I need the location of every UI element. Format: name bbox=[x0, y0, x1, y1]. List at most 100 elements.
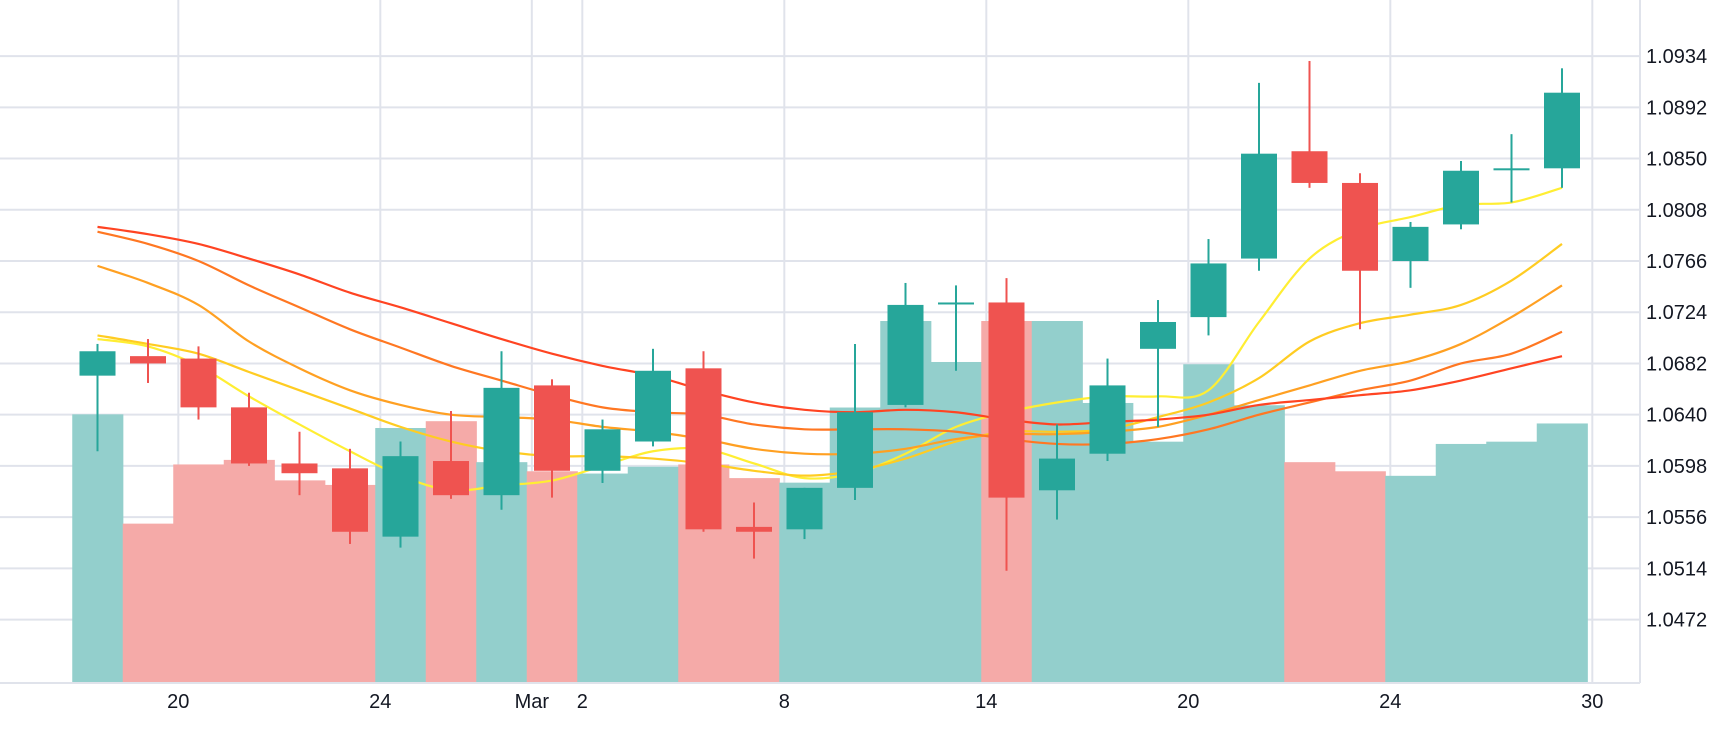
x-tick-label: 14 bbox=[975, 691, 997, 713]
volume-bar bbox=[72, 414, 124, 683]
candle-body bbox=[1544, 92, 1580, 169]
y-tick-label: 1.0682 bbox=[1646, 353, 1707, 375]
candle-body bbox=[837, 412, 873, 488]
candle-body bbox=[1140, 321, 1176, 349]
volume-bar bbox=[274, 480, 326, 683]
x-tick-label: 2 bbox=[577, 691, 588, 713]
candle bbox=[483, 351, 520, 510]
candle bbox=[1140, 300, 1176, 427]
candle bbox=[988, 278, 1025, 571]
volume-bar bbox=[122, 523, 174, 683]
candle-body bbox=[736, 526, 772, 532]
volume-bar bbox=[1132, 441, 1184, 683]
candle bbox=[1493, 134, 1530, 203]
moving-average-line bbox=[97, 264, 1563, 456]
candle-body bbox=[130, 356, 166, 364]
axes bbox=[0, 0, 1641, 684]
candle-body bbox=[332, 468, 368, 532]
candle bbox=[382, 441, 419, 548]
candle-body bbox=[887, 304, 924, 405]
y-tick-label: 1.0766 bbox=[1646, 251, 1707, 273]
volume-bar bbox=[1233, 405, 1285, 683]
candle-body bbox=[1493, 168, 1530, 171]
y-tick-label: 1.0892 bbox=[1646, 97, 1707, 119]
x-tick-label: 30 bbox=[1581, 691, 1603, 713]
candle-body bbox=[433, 461, 469, 496]
y-tick-label: 1.0598 bbox=[1646, 456, 1707, 478]
candle bbox=[786, 487, 823, 540]
candle-body bbox=[1443, 170, 1479, 225]
candle bbox=[1291, 60, 1328, 188]
candle-body bbox=[534, 385, 570, 471]
candle bbox=[231, 392, 267, 466]
volume-bars bbox=[72, 321, 1588, 683]
candle-body bbox=[685, 368, 722, 530]
y-tick-label: 1.0850 bbox=[1646, 149, 1707, 171]
x-tick-label: 20 bbox=[1177, 691, 1199, 713]
candle-body bbox=[231, 407, 267, 464]
candle bbox=[534, 379, 570, 498]
candle-body bbox=[988, 302, 1025, 498]
volume-bar bbox=[1334, 471, 1386, 683]
candle bbox=[938, 285, 974, 371]
candle-body bbox=[281, 463, 318, 474]
moving-average-line bbox=[97, 243, 1563, 477]
candle-body bbox=[1190, 263, 1227, 318]
x-tick-label: 24 bbox=[369, 691, 391, 713]
candle-body bbox=[1342, 182, 1378, 271]
candle bbox=[1190, 239, 1227, 336]
volume-bar bbox=[1385, 475, 1437, 683]
candle-body bbox=[1241, 153, 1277, 259]
candle-body bbox=[382, 456, 419, 537]
y-tick-label: 1.0640 bbox=[1646, 405, 1707, 427]
candle bbox=[685, 351, 722, 532]
y-axis-labels: 1.0934 1.0892 1.0850 1.0808 1.0766 1.0724 1.06… bbox=[1646, 46, 1707, 631]
candle-body bbox=[938, 302, 974, 305]
volume-bar bbox=[173, 464, 225, 683]
candle-body bbox=[786, 487, 823, 530]
volume-bar bbox=[627, 466, 679, 683]
x-tick-label: Mar bbox=[515, 691, 550, 713]
candle-body bbox=[1039, 458, 1075, 491]
candle-body bbox=[635, 370, 671, 442]
y-tick-label: 1.0808 bbox=[1646, 200, 1707, 222]
x-axis-labels: 20 24 Mar 2 8 14 20 24 30 bbox=[167, 691, 1603, 713]
candle bbox=[130, 339, 166, 383]
candle bbox=[584, 419, 621, 483]
candle bbox=[79, 343, 116, 452]
volume-bar bbox=[223, 459, 275, 683]
candle bbox=[433, 411, 469, 499]
candle-body bbox=[1089, 385, 1126, 454]
y-tick-label: 1.0934 bbox=[1646, 46, 1707, 68]
candle-body bbox=[584, 429, 621, 471]
candle bbox=[837, 343, 873, 501]
volume-bar bbox=[526, 471, 578, 683]
x-tick-label: 20 bbox=[167, 691, 189, 713]
candle bbox=[180, 346, 217, 420]
y-tick-label: 1.0556 bbox=[1646, 507, 1707, 529]
candle bbox=[1544, 68, 1580, 188]
candle bbox=[887, 282, 924, 408]
y-tick-label: 1.0472 bbox=[1646, 610, 1707, 632]
y-tick-label: 1.0514 bbox=[1646, 558, 1707, 580]
y-tick-label: 1.0724 bbox=[1646, 302, 1707, 324]
candle bbox=[736, 502, 772, 559]
candle bbox=[1392, 221, 1429, 288]
candle bbox=[1241, 82, 1277, 271]
candle-body bbox=[483, 387, 520, 496]
volume-bar bbox=[1435, 443, 1487, 683]
volume-bar bbox=[1486, 441, 1538, 683]
candle-body bbox=[1392, 226, 1429, 262]
candles bbox=[79, 60, 1580, 571]
volume-bar bbox=[1536, 423, 1588, 683]
candle bbox=[635, 348, 671, 447]
candle bbox=[332, 448, 368, 544]
volume-bar bbox=[1284, 462, 1336, 683]
candle bbox=[1342, 173, 1378, 330]
moving-average-line bbox=[97, 230, 1563, 446]
candle bbox=[1039, 424, 1075, 520]
x-tick-label: 8 bbox=[779, 691, 790, 713]
volume-bar bbox=[577, 473, 629, 683]
